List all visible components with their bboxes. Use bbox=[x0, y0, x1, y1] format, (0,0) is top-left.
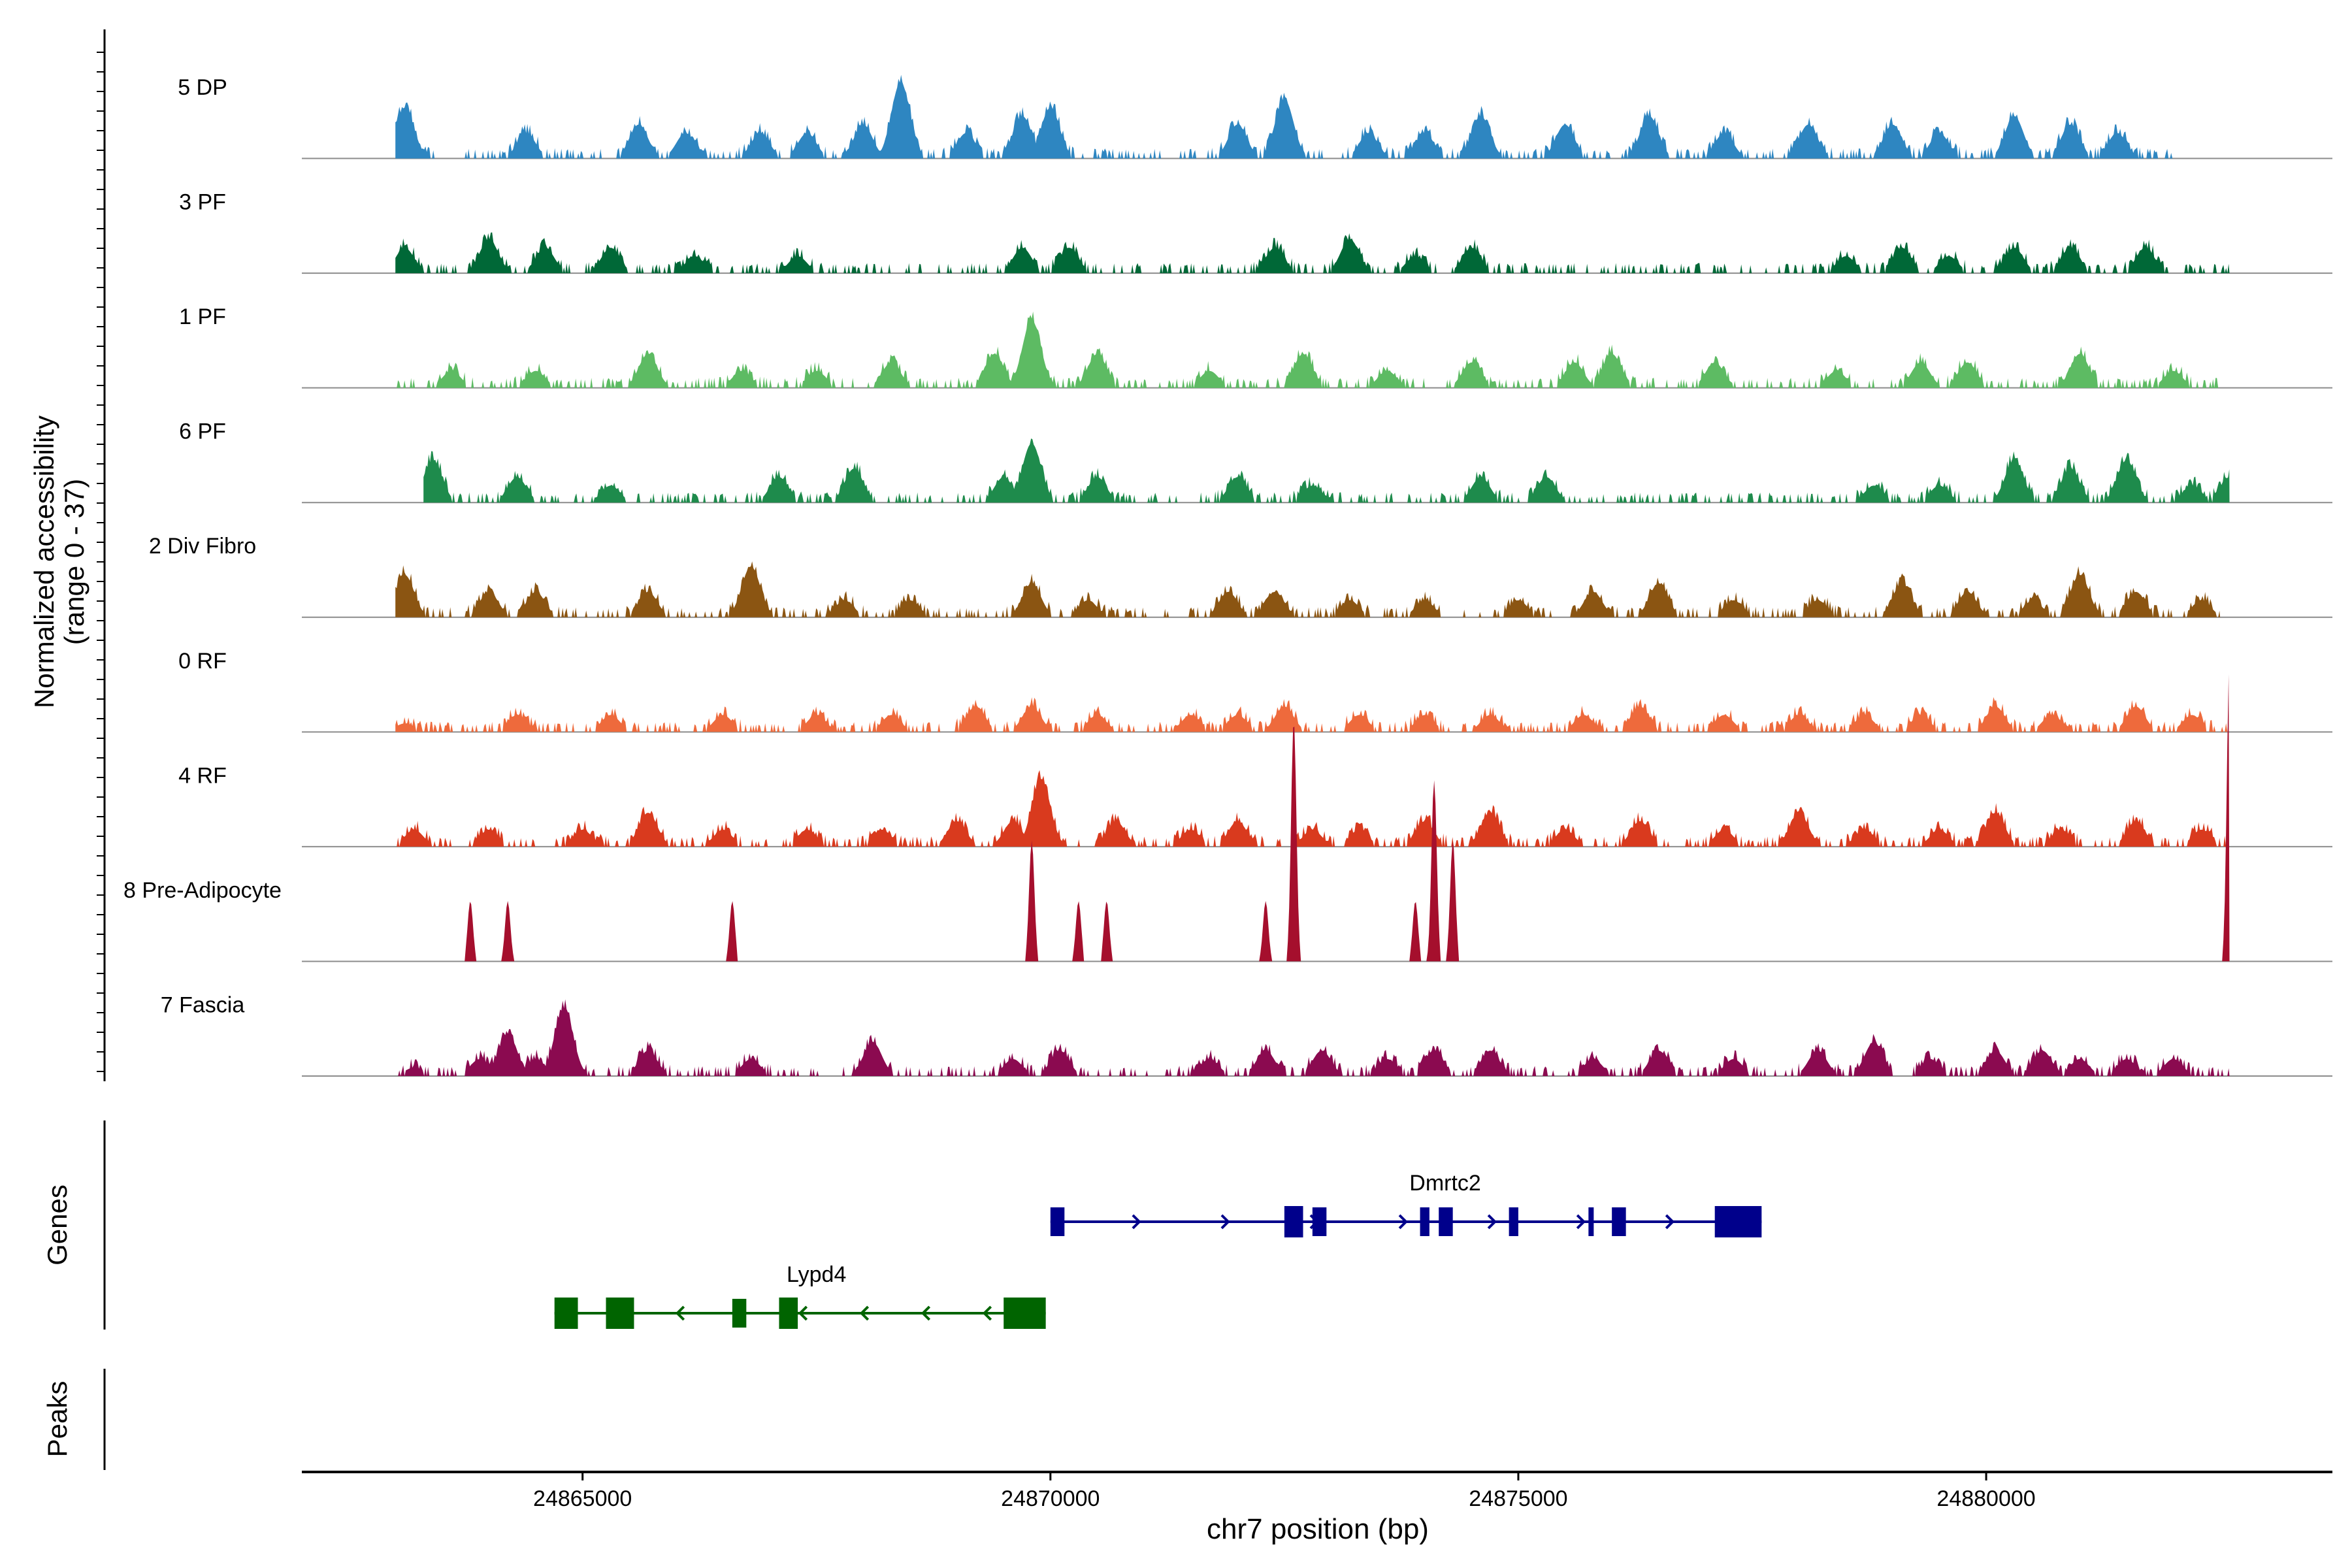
gene-exon bbox=[1284, 1206, 1303, 1237]
x-axis: 24865000 24870000 24875000 24880000 bbox=[302, 1471, 2332, 1511]
track-5-dp: 5 DP bbox=[178, 74, 2332, 159]
strand-arrow bbox=[1398, 1214, 1408, 1230]
gene-label: Dmrtc2 bbox=[1409, 1171, 1481, 1196]
track-2-div-fibro: 2 Div Fibro bbox=[149, 534, 2332, 618]
gene-exon bbox=[1312, 1207, 1327, 1236]
gene-exon bbox=[1004, 1298, 1046, 1329]
track-signal bbox=[395, 999, 2230, 1076]
y-axis bbox=[97, 29, 106, 1081]
track-0-rf: 0 RF bbox=[178, 649, 2332, 733]
track-label: 3 PF bbox=[179, 190, 226, 215]
track-8-pre-adipocyte: 8 Pre-Adipocyte bbox=[123, 674, 2332, 962]
track-signal bbox=[395, 770, 2230, 847]
gene-exon bbox=[1509, 1207, 1518, 1236]
gene-exon bbox=[1050, 1207, 1065, 1236]
strand-arrow bbox=[1576, 1214, 1586, 1230]
gene-lypd4: Lypd4 bbox=[554, 1262, 1046, 1329]
track-signal bbox=[395, 232, 2230, 274]
strand-arrow bbox=[798, 1305, 808, 1321]
strand-arrow bbox=[859, 1305, 870, 1321]
gene-exon bbox=[779, 1298, 798, 1329]
y-axis-label-line1: Normalized accessibility bbox=[29, 416, 59, 708]
track-4-rf: 4 RF bbox=[178, 763, 2332, 847]
track-label: 1 PF bbox=[179, 304, 226, 329]
track-label: 0 RF bbox=[178, 649, 227, 674]
gene-exon bbox=[554, 1298, 578, 1329]
track-6-pf: 6 PF bbox=[179, 419, 2332, 504]
strand-arrow bbox=[1132, 1214, 1141, 1230]
x-tick-label: 24875000 bbox=[1469, 1486, 1567, 1511]
track-signal bbox=[395, 311, 2230, 388]
track-signal bbox=[423, 438, 2230, 503]
gene-exon bbox=[1714, 1206, 1762, 1237]
track-signal bbox=[395, 697, 2230, 732]
track-7-fascia: 7 Fascia bbox=[161, 992, 2332, 1077]
gene-exon bbox=[1588, 1207, 1594, 1236]
track-signal bbox=[395, 74, 2174, 159]
gene-label: Lypd4 bbox=[787, 1262, 846, 1287]
x-tick-label: 24870000 bbox=[1001, 1486, 1100, 1511]
track-label: 8 Pre-Adipocyte bbox=[123, 878, 282, 903]
gene-exon bbox=[606, 1298, 634, 1329]
gene-exon bbox=[1439, 1207, 1453, 1236]
genes-panel-label: Genes bbox=[42, 1184, 73, 1266]
gene-dmrtc2: Dmrtc2 bbox=[1050, 1171, 1762, 1237]
genes-panel: Dmrtc2 Lypd4 bbox=[554, 1171, 1762, 1329]
track-label: 4 RF bbox=[178, 763, 227, 788]
gene-exon bbox=[1612, 1207, 1626, 1236]
gene-exon bbox=[1420, 1207, 1429, 1236]
strand-arrow bbox=[1487, 1214, 1497, 1230]
x-axis-title: chr7 position (bp) bbox=[1207, 1513, 1429, 1545]
track-label: 7 Fascia bbox=[161, 992, 245, 1017]
track-label: 5 DP bbox=[178, 75, 227, 100]
strand-arrow bbox=[1220, 1214, 1230, 1230]
strand-arrow bbox=[1665, 1214, 1675, 1230]
peaks-panel-label: Peaks bbox=[42, 1381, 73, 1458]
strand-arrow bbox=[675, 1305, 685, 1321]
track-1-pf: 1 PF bbox=[179, 304, 2332, 389]
x-tick-label: 24880000 bbox=[1936, 1486, 2035, 1511]
strand-arrow bbox=[921, 1305, 931, 1321]
track-3-pf: 3 PF bbox=[179, 190, 2332, 274]
track-label: 2 Div Fibro bbox=[149, 534, 256, 559]
strand-arrow bbox=[982, 1305, 992, 1321]
track-label: 6 PF bbox=[179, 419, 226, 444]
gene-exon bbox=[732, 1299, 747, 1328]
coverage-tracks: 5 DP 3 PF 1 PF 6 PF 2 Div Fibro 0 RF 4 RF 8 Pre… bbox=[123, 74, 2332, 1077]
x-tick-label: 24865000 bbox=[533, 1486, 632, 1511]
track-signal bbox=[395, 561, 2221, 617]
y-axis-label-line2: (range 0 - 37) bbox=[59, 479, 90, 645]
